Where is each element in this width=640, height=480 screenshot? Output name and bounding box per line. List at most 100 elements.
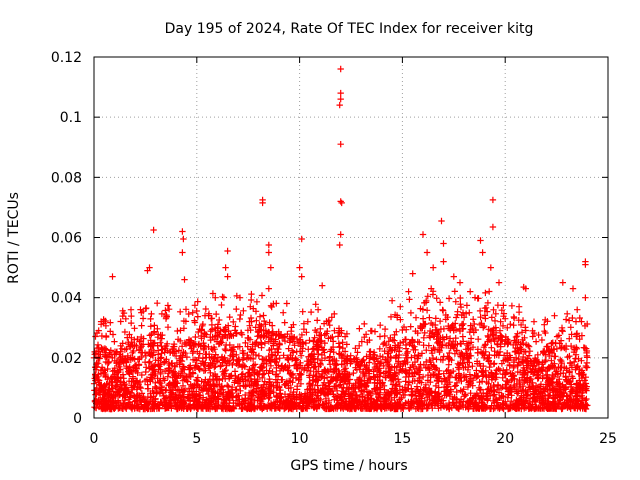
data-point bbox=[225, 327, 232, 335]
data-point bbox=[142, 352, 149, 359]
x-tick-label: 20 bbox=[496, 431, 514, 447]
data-point bbox=[376, 389, 384, 396]
data-point bbox=[366, 348, 373, 355]
data-point bbox=[171, 372, 178, 380]
data-point bbox=[439, 334, 446, 341]
data-points bbox=[90, 65, 591, 413]
data-point bbox=[562, 342, 570, 350]
data-point bbox=[115, 388, 122, 395]
data-point bbox=[446, 349, 453, 357]
data-point bbox=[445, 322, 452, 330]
data-point bbox=[387, 353, 394, 361]
data-point bbox=[387, 334, 394, 341]
data-point bbox=[487, 383, 494, 391]
data-point bbox=[358, 338, 365, 345]
data-point bbox=[138, 371, 145, 379]
data-point bbox=[466, 378, 473, 385]
data-point bbox=[582, 261, 589, 268]
data-point bbox=[359, 393, 366, 400]
data-point bbox=[414, 386, 421, 393]
data-point bbox=[464, 398, 472, 405]
tick-labels: 0 5 10 15 20 25 0 0.02 0.04 0.06 0.08 0.1 0.12 bbox=[51, 50, 617, 447]
data-point bbox=[147, 323, 154, 330]
data-point bbox=[92, 391, 99, 398]
data-point bbox=[530, 318, 538, 325]
data-point bbox=[181, 339, 188, 346]
data-point bbox=[550, 373, 558, 381]
data-point bbox=[147, 371, 155, 379]
data-point bbox=[422, 299, 430, 306]
data-point bbox=[420, 342, 427, 349]
data-point bbox=[539, 393, 546, 400]
data-point bbox=[236, 343, 243, 350]
data-point bbox=[274, 373, 282, 380]
data-point bbox=[166, 387, 174, 394]
data-point bbox=[515, 350, 523, 357]
data-point bbox=[491, 391, 498, 398]
data-point bbox=[131, 325, 138, 332]
data-point bbox=[240, 307, 247, 314]
data-point bbox=[486, 351, 493, 359]
data-point bbox=[320, 320, 328, 327]
data-point bbox=[260, 312, 267, 319]
data-point bbox=[552, 353, 559, 360]
data-point bbox=[406, 404, 413, 412]
data-point bbox=[312, 301, 319, 308]
data-point bbox=[196, 401, 203, 408]
data-point bbox=[336, 370, 343, 377]
data-point bbox=[325, 318, 332, 325]
data-point bbox=[498, 307, 505, 314]
data-point bbox=[270, 340, 277, 347]
data-point bbox=[224, 382, 231, 389]
data-point bbox=[128, 334, 135, 341]
data-point bbox=[485, 357, 493, 364]
data-point bbox=[253, 317, 260, 324]
data-point bbox=[284, 356, 292, 363]
data-point bbox=[459, 309, 467, 316]
data-point bbox=[201, 385, 208, 392]
data-point bbox=[265, 328, 272, 336]
data-point bbox=[467, 390, 474, 397]
data-point bbox=[557, 387, 565, 395]
data-point bbox=[233, 360, 240, 367]
data-point bbox=[224, 273, 231, 280]
data-point bbox=[503, 369, 510, 376]
data-point bbox=[226, 357, 233, 364]
y-tick-label: 0.12 bbox=[51, 50, 82, 66]
data-point bbox=[181, 276, 188, 283]
data-point bbox=[216, 316, 223, 324]
data-point bbox=[288, 405, 295, 413]
data-point bbox=[191, 404, 198, 411]
data-point bbox=[92, 371, 99, 378]
data-point bbox=[265, 285, 272, 292]
data-point bbox=[262, 403, 270, 410]
data-point bbox=[166, 401, 173, 408]
data-point bbox=[242, 395, 249, 402]
data-point bbox=[266, 394, 273, 401]
data-point bbox=[397, 361, 404, 368]
data-point bbox=[479, 367, 486, 375]
data-point bbox=[352, 345, 359, 352]
x-axis-label: GPS time / hours bbox=[290, 458, 407, 474]
data-point bbox=[338, 327, 345, 334]
data-point bbox=[321, 400, 329, 407]
data-point bbox=[182, 306, 190, 313]
data-point bbox=[235, 374, 242, 381]
data-point bbox=[525, 405, 532, 412]
data-point bbox=[419, 231, 427, 238]
data-point bbox=[208, 326, 216, 333]
data-point bbox=[287, 370, 294, 377]
data-point bbox=[109, 331, 117, 338]
data-point bbox=[548, 357, 555, 364]
data-point bbox=[387, 377, 395, 384]
data-point bbox=[138, 322, 145, 329]
data-point bbox=[117, 318, 124, 325]
data-point bbox=[437, 325, 445, 333]
data-point bbox=[120, 309, 128, 317]
data-point bbox=[408, 354, 415, 361]
data-point bbox=[449, 343, 457, 350]
data-point bbox=[254, 381, 262, 389]
data-point bbox=[474, 372, 482, 379]
data-point bbox=[128, 382, 135, 389]
data-point bbox=[502, 333, 509, 341]
